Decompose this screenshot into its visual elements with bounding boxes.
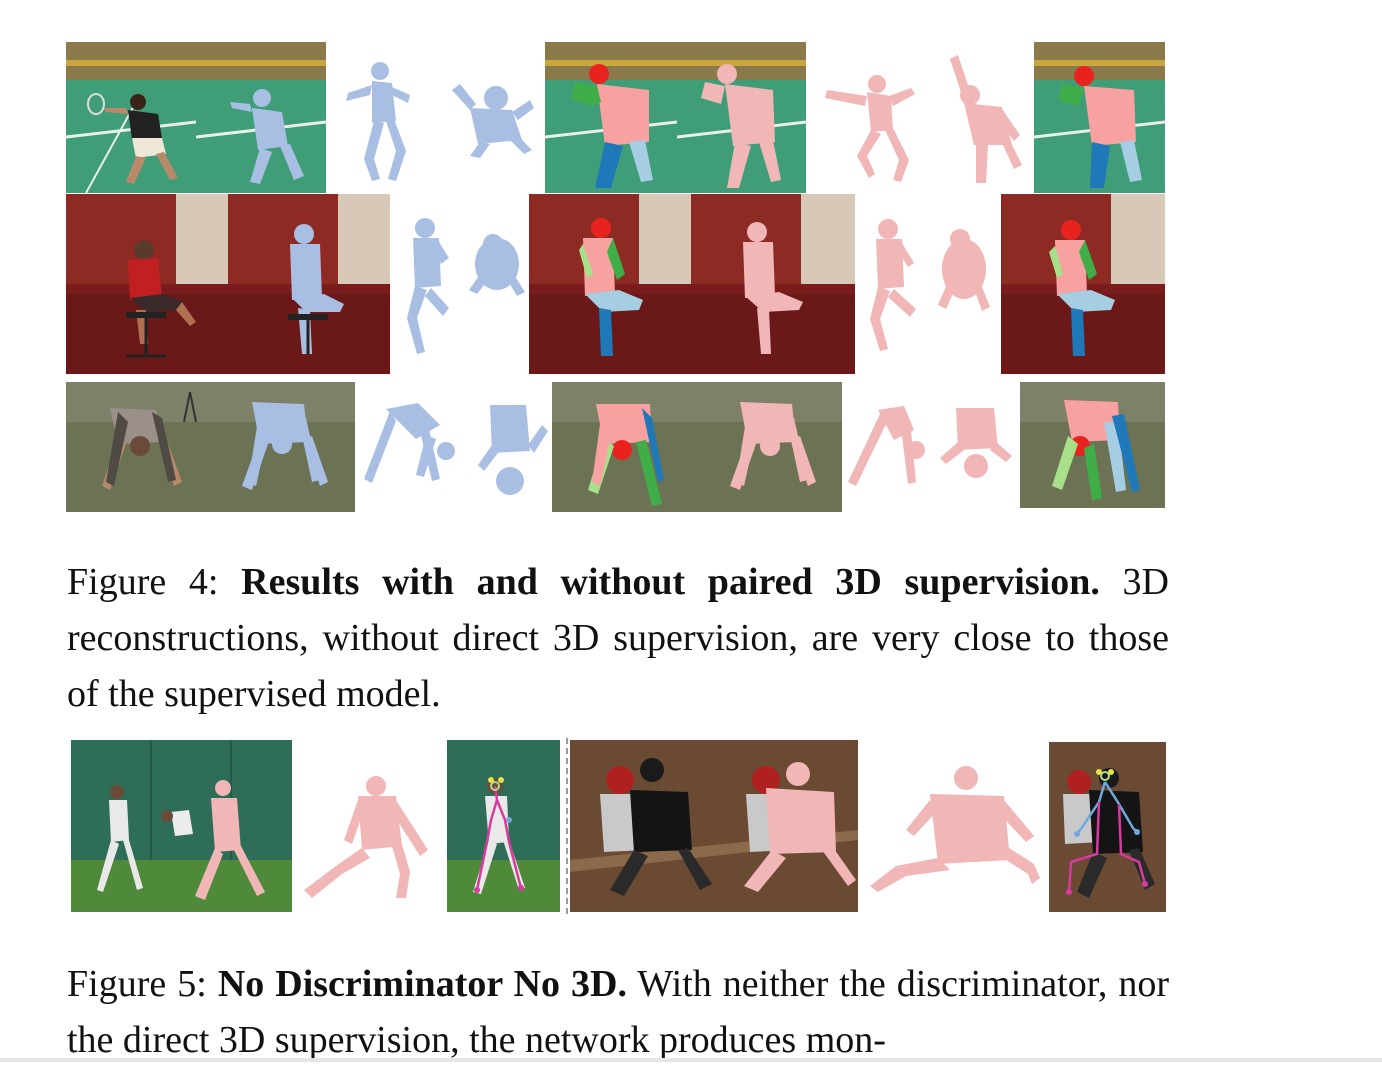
figure-5-group-separator xyxy=(566,738,568,914)
row2-part-segmentation xyxy=(529,194,691,374)
row3-mesh-top-view-pink xyxy=(932,400,1017,485)
fig5-input-image-1 xyxy=(71,740,292,912)
figure-4-title: Results with and without paired 3D super… xyxy=(241,561,1100,603)
row1-mesh-overlay-blue xyxy=(196,42,326,193)
row1-mesh-overlay-pink xyxy=(677,42,806,193)
figure-5-body: With neither the discriminator, nor the … xyxy=(67,963,1169,1061)
viewer-bottom-edge xyxy=(0,1058,1382,1062)
figure-5-caption: Figure 5: No Discriminator No 3D. With n… xyxy=(67,956,1169,1068)
figure-4-caption: Figure 4: Results with and without paire… xyxy=(67,554,1169,722)
row2-input-image xyxy=(66,194,228,374)
row2-mesh-top-view-pink xyxy=(930,225,1000,315)
row1-mesh-top-view-blue xyxy=(440,70,540,160)
row1-mesh-top-view-pink xyxy=(930,45,1030,190)
row1-mesh-side-view-blue xyxy=(336,55,431,190)
row1-part-segmentation-2 xyxy=(1034,42,1165,193)
row3-mesh-side-view-pink xyxy=(842,400,932,495)
fig5-mesh-view-1 xyxy=(296,770,438,905)
row3-mesh-overlay-pink xyxy=(696,382,842,512)
row3-mesh-overlay-blue xyxy=(208,382,355,512)
row1-mesh-side-view-pink xyxy=(815,60,925,185)
row2-mesh-overlay-blue xyxy=(228,194,390,374)
row2-mesh-top-view-blue xyxy=(463,230,533,300)
fig5-keypoint-image-1 xyxy=(447,740,560,912)
fig5-keypoint-image-2 xyxy=(1049,742,1166,912)
row3-mesh-top-view-blue xyxy=(468,395,550,500)
row3-part-segmentation-2 xyxy=(1020,382,1165,508)
fig5-input-image-2 xyxy=(570,740,858,912)
row2-mesh-side-view-blue xyxy=(393,212,463,357)
row3-input-image xyxy=(66,382,208,512)
row2-mesh-side-view-pink xyxy=(858,215,928,355)
figure-4-label: Figure 4: xyxy=(67,561,219,603)
row1-part-segmentation xyxy=(545,42,677,193)
fig5-mesh-view-2 xyxy=(866,760,1041,895)
row3-part-segmentation xyxy=(552,382,696,512)
figure-5-title: No Discriminator No 3D. xyxy=(217,963,627,1005)
row3-mesh-side-view-blue xyxy=(356,395,466,495)
figure-4-body: 3D reconstructions, without direct 3D su… xyxy=(67,561,1169,715)
figure-5-label: Figure 5: xyxy=(67,963,207,1005)
row2-mesh-overlay-pink xyxy=(691,194,855,374)
row2-part-segmentation-2 xyxy=(1001,194,1165,374)
row1-input-image xyxy=(66,42,196,193)
